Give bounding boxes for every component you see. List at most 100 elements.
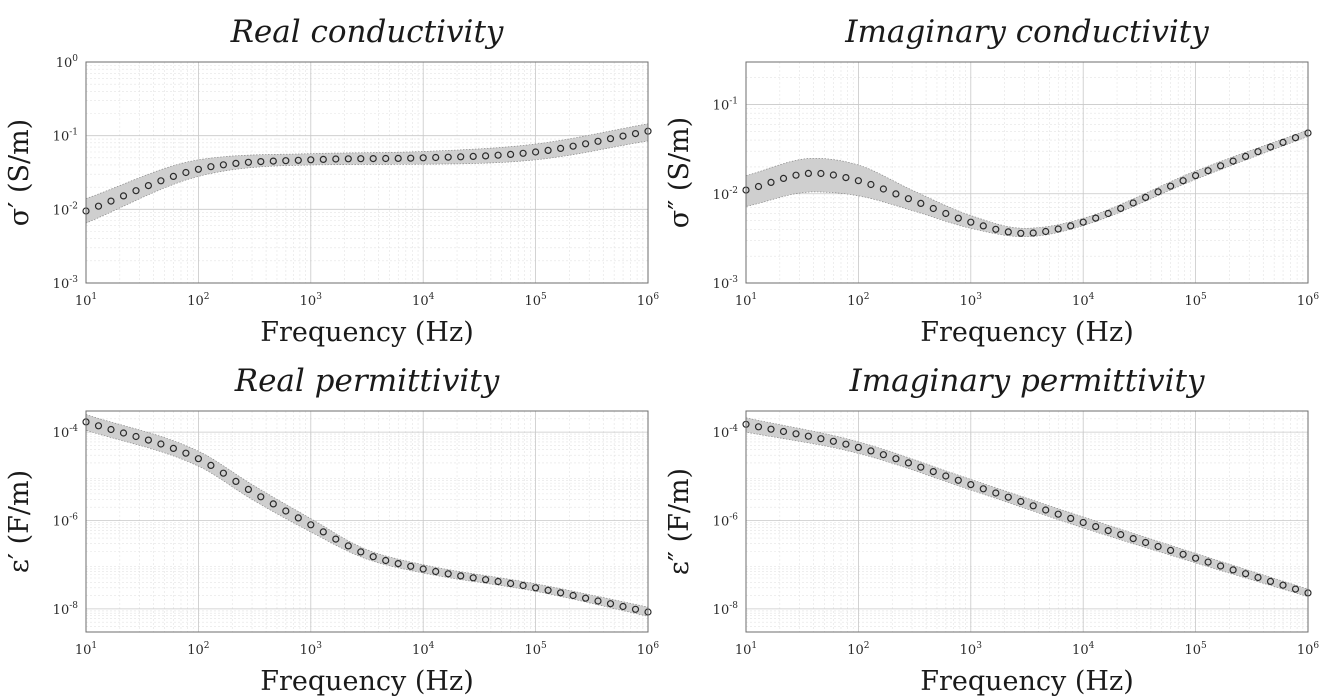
data-point (1017, 497, 1025, 506)
data-point (232, 477, 240, 485)
data-point (1279, 138, 1287, 146)
data-point (407, 154, 415, 162)
x-tick-label: 102 (187, 292, 209, 309)
data-point (232, 159, 240, 167)
data-point (581, 140, 590, 148)
data-point (132, 187, 140, 195)
data-point (967, 218, 975, 226)
data-point (507, 150, 515, 158)
data-point (1204, 558, 1212, 566)
data-point (1179, 550, 1187, 558)
data-point (1216, 162, 1225, 170)
data-point (94, 422, 103, 430)
data-point (992, 489, 1000, 497)
data-point (332, 535, 340, 543)
data-point (319, 155, 327, 163)
data-point (257, 158, 265, 166)
y-tick-label: 10-1 (713, 97, 738, 114)
data-point (804, 432, 813, 440)
data-point (394, 154, 402, 162)
data-point (519, 149, 527, 157)
data-point (829, 171, 838, 179)
data-point (132, 432, 140, 441)
data-point (144, 182, 152, 190)
data-point (817, 169, 825, 178)
y-tick-label: 10-6 (53, 512, 79, 529)
chart-title: Imaginary permittivity (848, 363, 1205, 399)
data-point (269, 157, 277, 165)
chart-title: Imaginary conductivity (844, 14, 1209, 50)
data-point (892, 455, 900, 463)
data-point (967, 481, 975, 489)
x-tick-label: 105 (524, 292, 547, 309)
data-point (867, 447, 875, 455)
data-point (1166, 182, 1175, 190)
data-point (344, 155, 352, 163)
data-point (929, 204, 937, 213)
data-point (569, 142, 577, 150)
data-point (1079, 218, 1087, 226)
x-tick-label: 102 (847, 641, 869, 658)
data-point (207, 163, 215, 171)
y-tick-label: 100 (56, 54, 79, 71)
data-point (1104, 209, 1112, 218)
data-point (494, 151, 502, 159)
data-point (1067, 222, 1075, 230)
data-point (282, 507, 290, 515)
data-point (1042, 227, 1050, 236)
x-axis-label: Frequency (Hz) (260, 666, 473, 697)
data-point (954, 214, 962, 222)
data-point (1266, 143, 1275, 151)
plot-frame (745, 410, 1309, 633)
data-point (917, 463, 925, 471)
uncertainty-band (85, 123, 649, 224)
data-point (457, 153, 465, 161)
data-point (1029, 229, 1037, 237)
data-point (631, 130, 640, 138)
data-point (581, 594, 590, 602)
data-point (307, 156, 315, 164)
data-point (194, 455, 202, 463)
data-point (357, 155, 365, 163)
data-point (182, 449, 190, 457)
data-point (817, 435, 825, 443)
x-axis-label: Frequency (Hz) (920, 317, 1133, 348)
imaginary-permittivity-chart: 101 102 103 104 105 106 10-8 10-6 10-4 Imaginary … (664, 363, 1319, 697)
data-point (1254, 573, 1262, 582)
data-point (469, 152, 477, 160)
data-point (444, 153, 452, 161)
y-axis-label: ε′ (F/m) (4, 470, 35, 573)
x-tick-label: 103 (300, 292, 323, 309)
data-point (792, 430, 800, 438)
data-point (157, 177, 165, 185)
data-point (1067, 514, 1075, 523)
y-axis-label: σ′ (S/m) (4, 119, 35, 226)
data-point (979, 485, 987, 493)
data-point (94, 202, 103, 210)
data-point (244, 485, 252, 493)
y-axis-label: ε″ (F/m) (664, 468, 695, 575)
data-point (754, 182, 763, 191)
data-point (531, 584, 540, 592)
data-point (767, 425, 775, 433)
data-point (207, 461, 215, 469)
x-tick-label: 103 (960, 292, 983, 309)
data-point (854, 177, 863, 185)
data-point (1279, 581, 1287, 589)
data-point (619, 132, 627, 140)
data-point (382, 556, 390, 565)
data-point (842, 440, 850, 448)
data-point (1129, 199, 1137, 207)
data-point (144, 436, 152, 444)
x-axis-label: Frequency (Hz) (260, 317, 473, 348)
y-tick-label: 10-6 (713, 512, 739, 529)
data-point (1254, 148, 1262, 156)
data-point (804, 169, 813, 177)
data-point (169, 444, 177, 452)
x-tick-label: 105 (1184, 292, 1207, 309)
data-point (119, 429, 128, 437)
y-tick-label: 10-4 (713, 424, 739, 441)
data-point (606, 600, 615, 608)
data-point (244, 158, 252, 166)
x-tick-label: 105 (524, 641, 547, 658)
